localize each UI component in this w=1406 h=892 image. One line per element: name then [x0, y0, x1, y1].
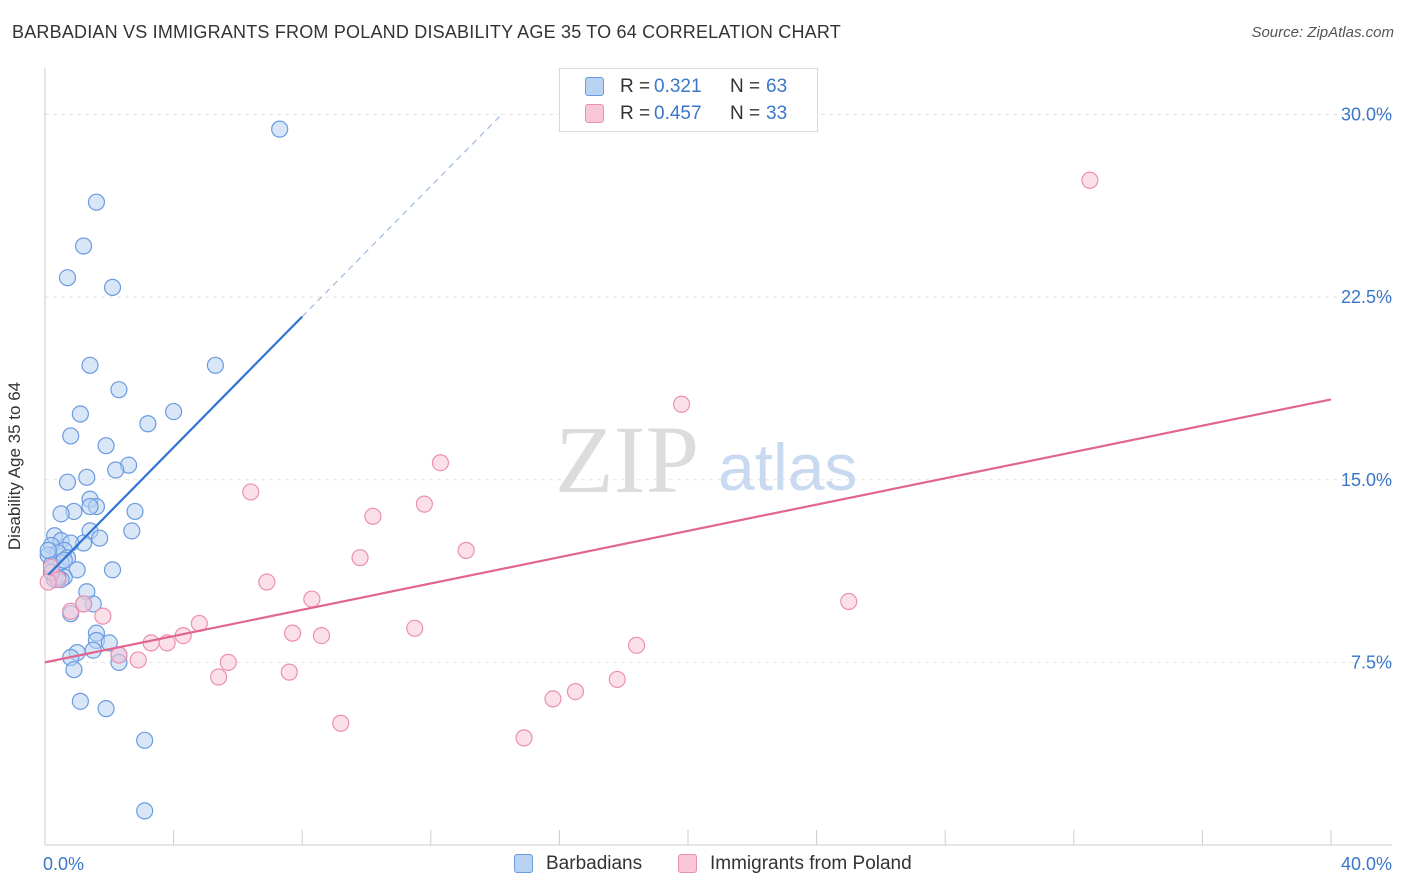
- poland-point: [280, 663, 298, 681]
- points-layer: [39, 120, 1099, 820]
- chart-title: BARBADIAN VS IMMIGRANTS FROM POLAND DISA…: [12, 22, 841, 42]
- trend-layer: [44, 114, 1332, 664]
- watermark-zip: ZIP: [555, 406, 699, 513]
- barbadian-point: [81, 356, 99, 374]
- barbadian-point: [81, 497, 99, 516]
- poland-point: [515, 729, 533, 747]
- y-tick-label: 30.0%: [1341, 105, 1392, 125]
- x-tick-label: 40.0%: [1341, 854, 1392, 874]
- poland-point: [62, 602, 80, 620]
- poland-point: [219, 653, 237, 671]
- barbadian-point: [68, 561, 86, 579]
- barbadian-point: [71, 405, 89, 423]
- barbadian-point: [123, 522, 141, 540]
- barbadian-point: [55, 551, 73, 569]
- poland-point: [840, 592, 858, 611]
- poland-point: [1081, 171, 1099, 189]
- n-label: N =: [730, 76, 761, 97]
- poland-point: [351, 549, 369, 567]
- watermark: ZIP atlas: [555, 406, 857, 513]
- barbadian-point: [136, 731, 154, 749]
- barbadians-swatch: [585, 77, 604, 96]
- poland-point: [431, 454, 450, 472]
- x-tick-label: 0.0%: [43, 854, 84, 874]
- barbadian-point: [271, 120, 289, 138]
- barbadian-point: [62, 427, 80, 445]
- barbadian-point: [87, 193, 106, 211]
- poland-point: [332, 714, 350, 732]
- poland-point: [457, 541, 475, 559]
- y-tick-label: 22.5%: [1341, 287, 1392, 307]
- barbadian-point: [103, 278, 122, 297]
- barbadian-trend-line: [47, 315, 303, 576]
- poland-point: [627, 636, 646, 654]
- poland-point: [303, 590, 321, 608]
- r-label: R =: [620, 103, 651, 124]
- poland-point: [406, 619, 424, 637]
- barbadian-point: [110, 381, 128, 399]
- poland-swatch: [585, 104, 604, 123]
- poland-point: [258, 573, 276, 591]
- barbadian-point: [91, 529, 109, 547]
- poland-point: [566, 682, 585, 701]
- poland-trend-line: [44, 398, 1332, 664]
- barbadians-legend-swatch: [514, 854, 533, 873]
- barbadian-point: [107, 461, 125, 479]
- axis-layer: [44, 68, 1392, 846]
- barbadian-point: [139, 415, 157, 433]
- barbadian-point: [100, 634, 118, 652]
- barbadian-point: [206, 356, 224, 374]
- poland-point: [74, 595, 93, 613]
- barbadian-point: [84, 641, 102, 659]
- poland-point: [608, 670, 626, 689]
- poland-point: [544, 690, 562, 708]
- r-value: 0.457: [654, 103, 702, 124]
- barbadian-point: [97, 700, 115, 718]
- barbadian-point: [58, 473, 77, 491]
- barbadian-point: [103, 561, 122, 579]
- poland-point: [94, 607, 112, 625]
- barbadian-point: [97, 437, 115, 455]
- barbadian-point: [165, 402, 183, 421]
- source-credit: Source: ZipAtlas.com: [1251, 24, 1394, 41]
- legend-label: Immigrants from Poland: [710, 853, 912, 874]
- barbadian-point: [71, 692, 89, 710]
- legend-label: Barbadians: [546, 853, 643, 874]
- watermark-atlas: atlas: [718, 430, 857, 504]
- barbadian-trend-extension: [301, 114, 502, 318]
- n-label: N =: [730, 103, 761, 124]
- barbadian-point: [39, 541, 57, 559]
- poland-point: [283, 624, 302, 642]
- barbadian-point: [65, 661, 83, 679]
- poland-point: [242, 483, 260, 501]
- barbadian-point: [126, 502, 144, 521]
- barbadian-point: [52, 505, 70, 523]
- poland-point: [129, 651, 147, 669]
- poland-point: [312, 626, 331, 645]
- barbadian-point: [74, 237, 93, 255]
- grid-layer: [45, 114, 1392, 663]
- r-value: 0.321: [654, 76, 702, 97]
- y-tick-label: 15.0%: [1341, 470, 1392, 490]
- poland-point: [210, 668, 228, 686]
- poland-legend-swatch: [678, 854, 697, 873]
- n-value: 33: [766, 103, 788, 124]
- correlation-stats-box: R = 0.321 N = 63 R = 0.457 N = 33: [559, 68, 818, 132]
- barbadian-point: [78, 468, 96, 486]
- poland-point: [415, 495, 433, 513]
- tick-label-layer: 7.5% 15.0% 22.5% 30.0% 0.0% 40.0%: [43, 105, 1392, 874]
- y-tick-label: 7.5%: [1351, 652, 1392, 672]
- n-value: 63: [766, 76, 788, 97]
- barbadian-point: [58, 269, 77, 287]
- poland-point: [364, 507, 382, 525]
- poland-point: [39, 573, 57, 591]
- poland-point: [672, 395, 691, 413]
- r-label: R =: [620, 76, 651, 97]
- barbadian-point: [136, 802, 154, 820]
